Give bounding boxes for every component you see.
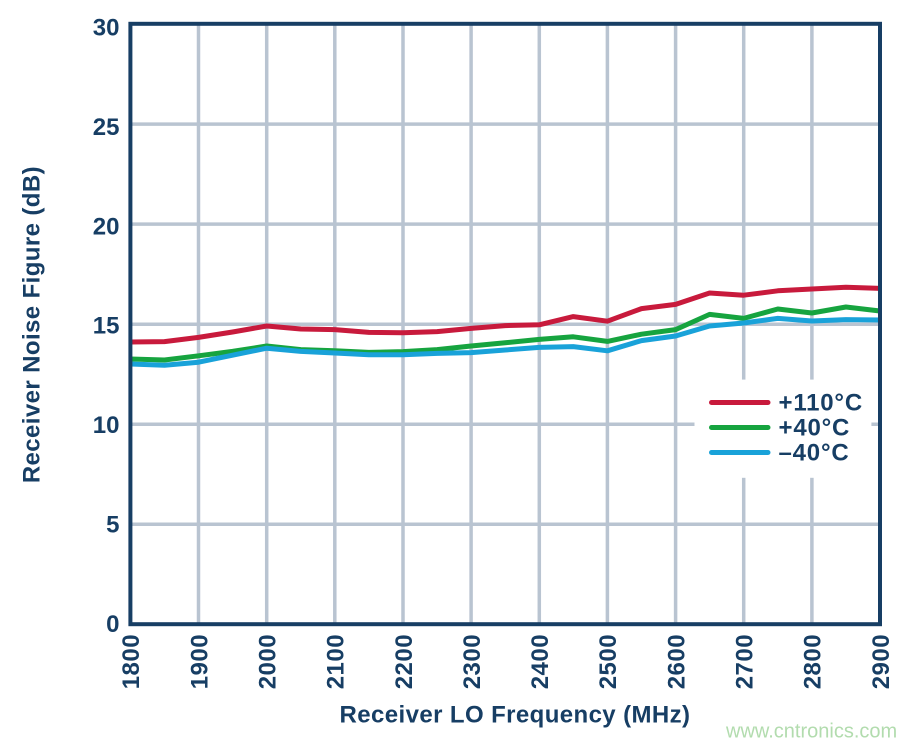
svg-text:Receiver Noise Figure (dB): Receiver Noise Figure (dB) bbox=[19, 166, 46, 483]
svg-text:20: 20 bbox=[93, 213, 120, 240]
svg-text:2100: 2100 bbox=[323, 634, 350, 689]
svg-text:2500: 2500 bbox=[595, 634, 622, 689]
svg-text:10: 10 bbox=[93, 412, 120, 439]
svg-text:1900: 1900 bbox=[186, 634, 213, 689]
svg-text:2700: 2700 bbox=[732, 634, 759, 689]
svg-text:2800: 2800 bbox=[800, 634, 827, 689]
svg-text:–40°C: –40°C bbox=[779, 440, 850, 467]
svg-text:5: 5 bbox=[106, 511, 119, 538]
svg-text:2900: 2900 bbox=[868, 634, 895, 689]
svg-text:+40°C: +40°C bbox=[779, 415, 851, 442]
svg-text:2600: 2600 bbox=[663, 634, 690, 689]
svg-text:15: 15 bbox=[93, 313, 120, 340]
svg-text:2400: 2400 bbox=[527, 634, 554, 689]
svg-text:25: 25 bbox=[93, 114, 120, 141]
svg-text:1800: 1800 bbox=[118, 634, 145, 689]
svg-text:+110°C: +110°C bbox=[779, 390, 863, 417]
svg-text:Receiver LO Frequency (MHz): Receiver LO Frequency (MHz) bbox=[340, 701, 691, 728]
svg-text:2200: 2200 bbox=[391, 634, 418, 689]
svg-text:0: 0 bbox=[106, 611, 119, 638]
svg-text:2300: 2300 bbox=[459, 634, 486, 689]
svg-text:2000: 2000 bbox=[255, 634, 282, 689]
svg-text:30: 30 bbox=[93, 15, 120, 42]
svg-text:www.cntronics.com: www.cntronics.com bbox=[725, 721, 897, 743]
